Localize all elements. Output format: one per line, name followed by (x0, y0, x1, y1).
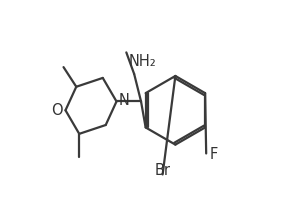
Text: Br: Br (155, 163, 171, 178)
Text: N: N (118, 93, 129, 108)
Text: F: F (209, 147, 217, 162)
Text: O: O (51, 103, 63, 118)
Text: NH₂: NH₂ (128, 54, 156, 69)
